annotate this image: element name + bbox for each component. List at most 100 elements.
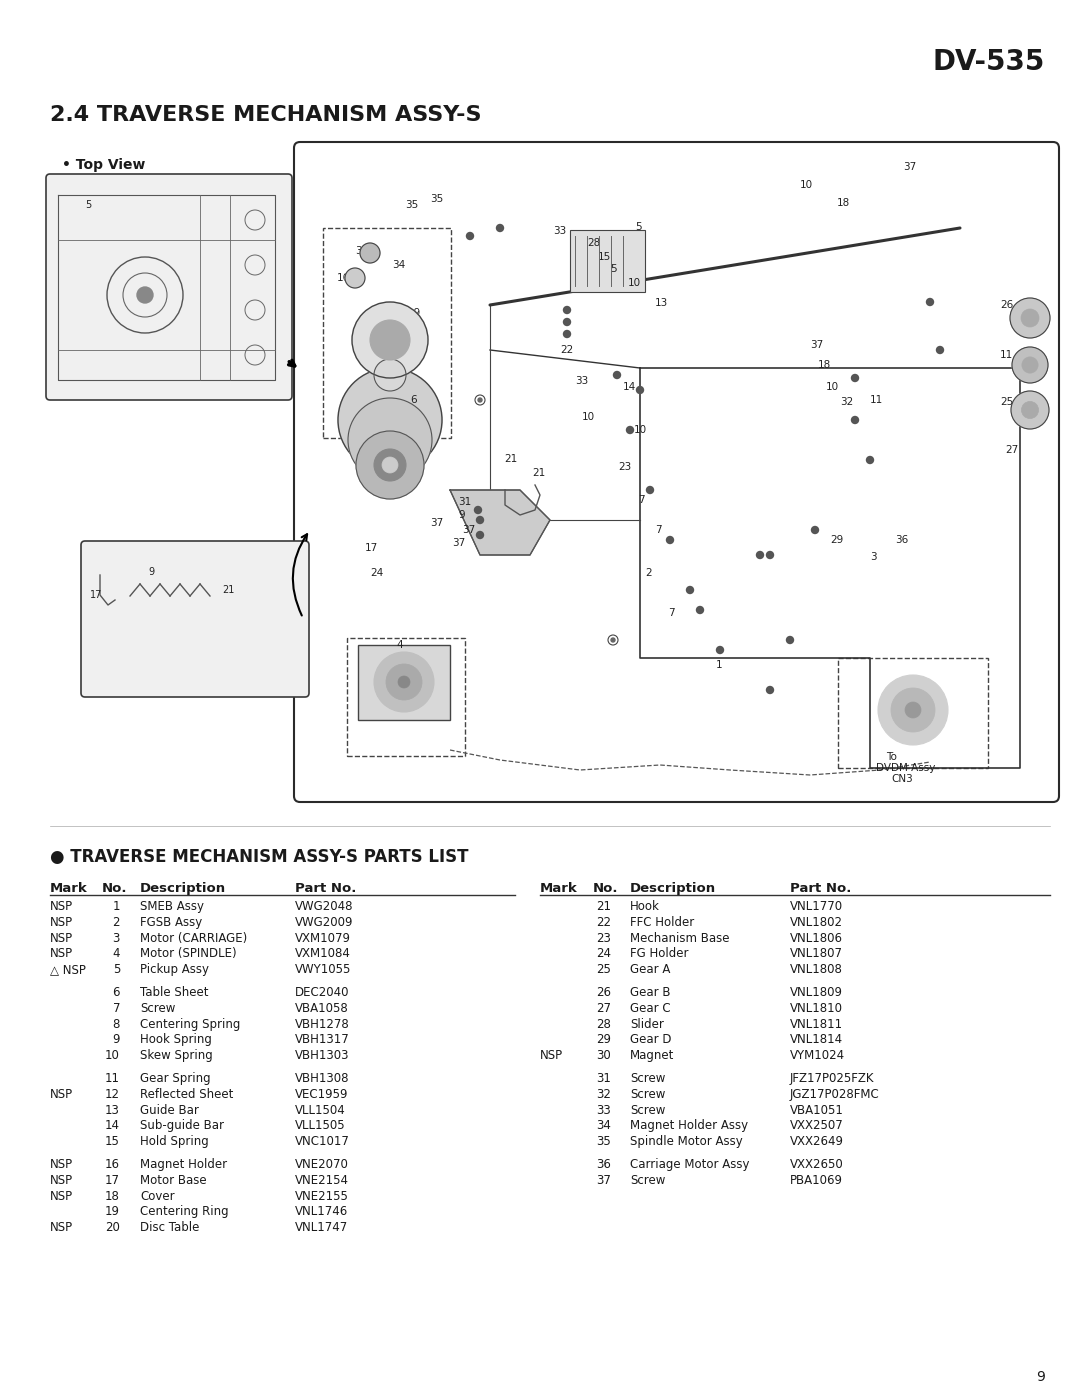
- Text: PBA1069: PBA1069: [789, 1173, 843, 1187]
- Text: 17: 17: [365, 543, 378, 553]
- Text: 17: 17: [105, 1173, 120, 1187]
- Text: 12: 12: [408, 472, 421, 482]
- Text: 35: 35: [430, 194, 443, 204]
- Text: 21: 21: [532, 468, 545, 478]
- Text: 7: 7: [669, 608, 675, 617]
- Text: 4: 4: [112, 947, 120, 960]
- Text: 27: 27: [1005, 446, 1018, 455]
- Circle shape: [1011, 391, 1049, 429]
- Text: VNE2154: VNE2154: [295, 1173, 349, 1187]
- Text: NSP: NSP: [50, 1221, 73, 1234]
- Text: 1: 1: [716, 659, 723, 671]
- Text: 32: 32: [840, 397, 853, 407]
- Text: 5: 5: [610, 264, 617, 274]
- Text: △ NSP: △ NSP: [50, 963, 86, 977]
- Text: VNC1017: VNC1017: [295, 1136, 350, 1148]
- Text: NSP: NSP: [50, 1190, 73, 1203]
- Text: 6: 6: [112, 986, 120, 999]
- Text: Hold Spring: Hold Spring: [140, 1136, 208, 1148]
- Text: Magnet: Magnet: [630, 1049, 674, 1062]
- Text: Mark: Mark: [540, 882, 578, 895]
- Text: 15: 15: [598, 251, 611, 263]
- Text: Gear A: Gear A: [630, 963, 671, 977]
- Circle shape: [1022, 356, 1038, 373]
- Text: CN3: CN3: [891, 774, 913, 784]
- Text: 2: 2: [112, 916, 120, 929]
- Text: Skew Spring: Skew Spring: [140, 1049, 213, 1062]
- Circle shape: [374, 652, 434, 712]
- Text: Pickup Assy: Pickup Assy: [140, 963, 210, 977]
- Text: 2: 2: [645, 569, 651, 578]
- Text: 5: 5: [112, 963, 120, 977]
- Text: VNL1770: VNL1770: [789, 900, 843, 914]
- Text: 6: 6: [410, 395, 417, 405]
- Text: 21: 21: [596, 900, 611, 914]
- Text: 7: 7: [654, 525, 662, 535]
- Text: Slider: Slider: [630, 1017, 664, 1031]
- Text: 25: 25: [1000, 397, 1013, 407]
- Text: VXM1079: VXM1079: [295, 932, 351, 944]
- Circle shape: [687, 587, 693, 594]
- Text: NSP: NSP: [540, 1049, 563, 1062]
- Circle shape: [137, 286, 153, 303]
- Text: 25: 25: [596, 963, 611, 977]
- Text: 22: 22: [561, 345, 573, 355]
- Text: Gear C: Gear C: [630, 1002, 671, 1014]
- Text: 10: 10: [627, 278, 642, 288]
- Text: 31: 31: [458, 497, 471, 507]
- Text: Centering Ring: Centering Ring: [140, 1206, 229, 1218]
- Text: Sub-guide Bar: Sub-guide Bar: [140, 1119, 224, 1133]
- Circle shape: [636, 387, 644, 394]
- Text: Screw: Screw: [140, 1002, 175, 1014]
- Text: 24: 24: [370, 569, 383, 578]
- Text: FGSB Assy: FGSB Assy: [140, 916, 202, 929]
- Text: DV-535: DV-535: [933, 47, 1045, 75]
- Text: VBH1303: VBH1303: [295, 1049, 350, 1062]
- Circle shape: [564, 319, 570, 326]
- Text: SMEB Assy: SMEB Assy: [140, 900, 204, 914]
- Text: DVDM Assy: DVDM Assy: [876, 763, 935, 773]
- Circle shape: [767, 686, 773, 693]
- Text: 10: 10: [800, 180, 813, 190]
- Text: 33: 33: [596, 1104, 611, 1116]
- Text: 37: 37: [430, 518, 443, 528]
- Text: No.: No.: [102, 882, 127, 895]
- Polygon shape: [450, 490, 550, 555]
- Text: Part No.: Part No.: [789, 882, 851, 895]
- Circle shape: [352, 302, 428, 379]
- Text: Screw: Screw: [630, 1104, 665, 1116]
- Circle shape: [716, 647, 724, 654]
- Text: 27: 27: [596, 1002, 611, 1014]
- Bar: [357, 645, 450, 719]
- Circle shape: [382, 457, 399, 474]
- Text: JFZ17P025FZK: JFZ17P025FZK: [789, 1071, 875, 1085]
- Text: 19: 19: [105, 1206, 120, 1218]
- Text: 31: 31: [596, 1071, 611, 1085]
- Text: 19: 19: [408, 307, 421, 319]
- Text: 3: 3: [112, 932, 120, 944]
- Text: VBA1051: VBA1051: [789, 1104, 843, 1116]
- Bar: [323, 228, 451, 439]
- Text: 8: 8: [407, 348, 414, 358]
- Text: To: To: [886, 752, 896, 761]
- Text: Reflected Sheet: Reflected Sheet: [140, 1088, 233, 1101]
- Text: 36: 36: [895, 535, 908, 545]
- Text: VWG2009: VWG2009: [295, 916, 353, 929]
- Circle shape: [767, 552, 773, 559]
- Circle shape: [811, 527, 819, 534]
- Bar: [570, 231, 645, 292]
- Text: 2.4 TRAVERSE MECHANISM ASSY-S: 2.4 TRAVERSE MECHANISM ASSY-S: [50, 105, 482, 124]
- Circle shape: [348, 398, 432, 482]
- Text: 34: 34: [596, 1119, 611, 1133]
- Text: 20: 20: [105, 1221, 120, 1234]
- Text: 10: 10: [582, 412, 595, 422]
- Text: Hook Spring: Hook Spring: [140, 1034, 212, 1046]
- Text: 11: 11: [105, 1071, 120, 1085]
- Text: 5: 5: [85, 200, 91, 210]
- Text: FG Holder: FG Holder: [630, 947, 689, 960]
- Text: Mark: Mark: [50, 882, 87, 895]
- Text: JGZ17P028FMC: JGZ17P028FMC: [789, 1088, 880, 1101]
- Text: 3: 3: [870, 552, 877, 562]
- Text: 29: 29: [596, 1034, 611, 1046]
- Text: 20: 20: [408, 432, 421, 441]
